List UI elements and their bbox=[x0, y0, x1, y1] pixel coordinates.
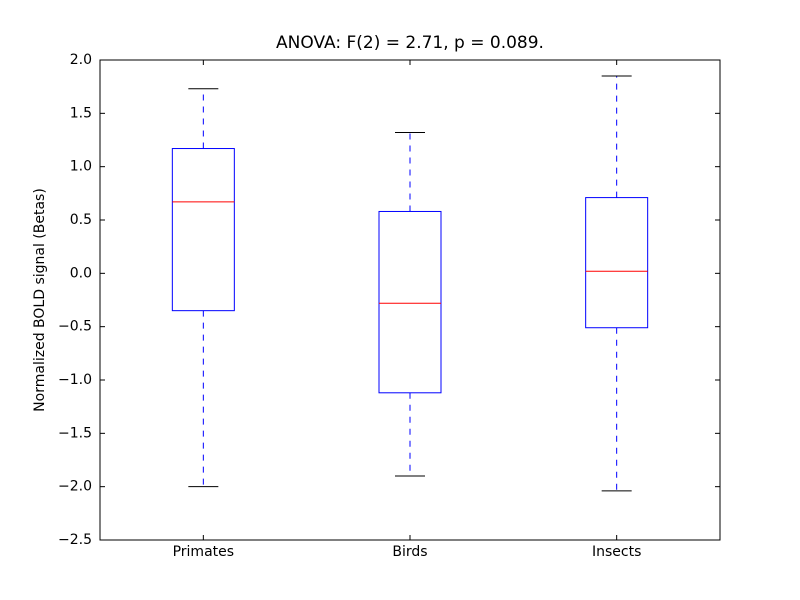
y-tick-label: 1.0 bbox=[70, 159, 92, 175]
y-tick-label: 1.5 bbox=[70, 105, 92, 121]
plot-frame bbox=[99, 59, 721, 541]
box bbox=[378, 210, 442, 394]
box bbox=[171, 148, 235, 312]
y-tick-label: 2.0 bbox=[70, 52, 92, 68]
y-tick-label: −1.0 bbox=[58, 372, 92, 388]
box bbox=[585, 197, 649, 329]
y-axis-label: Normalized BOLD signal (Betas) bbox=[32, 188, 48, 412]
y-tick-label: −0.5 bbox=[58, 319, 92, 335]
chart-title: ANOVA: F(2) = 2.71, p = 0.089. bbox=[276, 33, 544, 53]
y-tick-label: −2.5 bbox=[58, 532, 92, 548]
y-tick-label: −2.0 bbox=[58, 479, 92, 495]
y-tick-label: −1.5 bbox=[58, 425, 92, 441]
y-tick-label: 0.5 bbox=[70, 212, 92, 228]
x-tick-label: Birds bbox=[392, 544, 427, 560]
x-tick-label: Insects bbox=[592, 544, 641, 560]
y-tick-label: 0.0 bbox=[70, 265, 92, 281]
x-tick-label: Primates bbox=[173, 544, 234, 560]
